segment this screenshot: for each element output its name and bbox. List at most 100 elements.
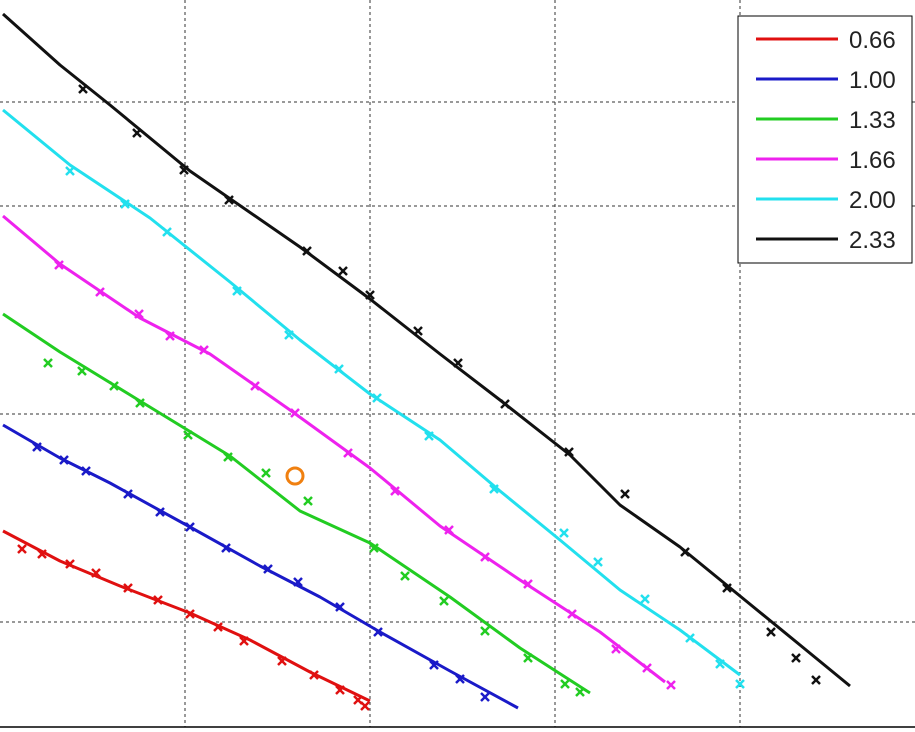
data-point-1.00-1 [59, 455, 69, 465]
data-point-2.33-4 [302, 246, 312, 256]
data-point-1.00-7 [263, 564, 273, 574]
data-point-1.00-11 [429, 660, 439, 670]
data-point-1.66-15 [666, 680, 676, 690]
data-point-2.33-10 [564, 447, 574, 457]
data-point-2.00-7 [424, 431, 434, 441]
data-point-2.00-9 [559, 528, 569, 538]
legend-item-1.00: 1.00 [756, 67, 896, 94]
series-line-2.00 [2, 108, 741, 677]
data-point-2.33-2 [179, 165, 189, 175]
data-point-1.66-0 [54, 260, 64, 270]
legend-item-2.33: 2.33 [756, 227, 896, 254]
data-point-2.33-3 [224, 195, 234, 205]
data-point-2.33-11 [620, 489, 630, 499]
series-1.33 [2, 312, 591, 697]
data-point-1.33-10 [439, 596, 449, 606]
data-point-1.33-6 [261, 468, 271, 478]
data-point-0.66-13 [360, 701, 370, 711]
legend-item-0.66: 0.66 [756, 27, 896, 54]
series-line-2.33 [1, 12, 851, 688]
data-point-1.66-10 [480, 552, 490, 562]
data-point-1.33-0 [43, 358, 53, 368]
series-line-1.33 [2, 312, 591, 695]
data-point-1.33-4 [183, 430, 193, 440]
legend-item-1.66: 1.66 [756, 147, 896, 174]
data-point-2.33-9 [500, 399, 510, 409]
legend-item-1.33: 1.33 [756, 107, 896, 134]
legend-label-0.66: 0.66 [849, 27, 896, 54]
series-1.00 [2, 423, 519, 710]
data-point-1.00-5 [185, 522, 195, 532]
data-point-0.66-8 [239, 636, 249, 646]
data-point-2.33-14 [766, 627, 776, 637]
data-point-2.33-5 [338, 266, 348, 276]
legend-label-2.00: 2.00 [849, 187, 896, 214]
data-point-1.00-3 [123, 489, 133, 499]
data-point-1.66-13 [611, 644, 621, 654]
data-point-2.00-13 [715, 659, 725, 669]
data-point-1.33-13 [560, 679, 570, 689]
data-point-1.00-0 [32, 442, 42, 452]
data-point-2.33-6 [365, 290, 375, 300]
data-point-2.33-15 [791, 653, 801, 663]
data-point-1.00-13 [480, 692, 490, 702]
data-point-0.66-6 [185, 609, 195, 619]
series-1.66 [2, 214, 676, 690]
data-point-2.00-0 [65, 166, 75, 176]
data-point-1.33-8 [369, 543, 379, 553]
data-point-1.33-11 [480, 626, 490, 636]
data-point-1.66-7 [343, 448, 353, 458]
data-point-1.66-1 [95, 287, 105, 297]
data-point-2.00-5 [334, 364, 344, 374]
data-point-0.66-9 [277, 656, 287, 666]
data-point-1.66-5 [250, 381, 260, 391]
data-point-1.00-9 [335, 602, 345, 612]
data-point-1.33-14 [575, 687, 585, 697]
data-point-0.66-3 [91, 568, 101, 578]
data-point-2.00-8 [489, 484, 499, 494]
data-point-2.00-4 [284, 330, 294, 340]
legend-label-1.00: 1.00 [849, 67, 896, 94]
data-point-1.66-8 [390, 486, 400, 496]
data-point-1.66-3 [165, 331, 175, 341]
data-point-1.00-10 [373, 627, 383, 637]
legend: 0.66 1.00 1.33 1.66 2.00 2.33 [737, 15, 913, 264]
data-point-0.66-1 [37, 549, 47, 559]
data-point-0.66-4 [123, 583, 133, 593]
data-point-1.66-4 [199, 345, 209, 355]
legend-label-1.33: 1.33 [849, 107, 896, 134]
data-point-2.00-14 [735, 679, 745, 689]
outlier-marker [285, 466, 305, 486]
data-point-1.33-5 [223, 452, 233, 462]
data-point-2.33-16 [811, 675, 821, 685]
data-point-2.00-12 [685, 633, 695, 643]
data-point-1.66-9 [444, 525, 454, 535]
data-point-2.00-11 [640, 594, 650, 604]
data-point-1.00-4 [155, 507, 165, 517]
series-line-1.00 [2, 423, 519, 710]
data-point-2.00-6 [372, 393, 382, 403]
data-point-0.66-2 [65, 559, 75, 569]
data-point-2.33-8 [453, 358, 463, 368]
data-point-2.00-10 [593, 557, 603, 567]
data-point-1.33-12 [523, 653, 533, 663]
data-point-0.66-5 [153, 595, 163, 605]
series-2.00 [2, 108, 745, 689]
data-point-1.00-2 [81, 466, 91, 476]
legend-item-2.00: 2.00 [756, 187, 896, 214]
data-point-1.66-14 [642, 663, 652, 673]
data-point-2.00-3 [232, 286, 242, 296]
legend-box [737, 15, 913, 264]
data-point-1.00-6 [221, 543, 231, 553]
data-point-1.33-1 [77, 366, 87, 376]
data-point-1.00-8 [293, 577, 303, 587]
data-point-2.00-1 [120, 199, 130, 209]
data-point-2.33-1 [132, 128, 142, 138]
data-point-1.33-7 [303, 496, 313, 506]
data-point-1.66-6 [290, 408, 300, 418]
data-point-2.33-13 [722, 583, 732, 593]
data-point-1.66-11 [523, 579, 533, 589]
data-point-1.66-12 [567, 609, 577, 619]
data-point-1.33-3 [135, 398, 145, 408]
data-point-2.33-0 [78, 84, 88, 94]
